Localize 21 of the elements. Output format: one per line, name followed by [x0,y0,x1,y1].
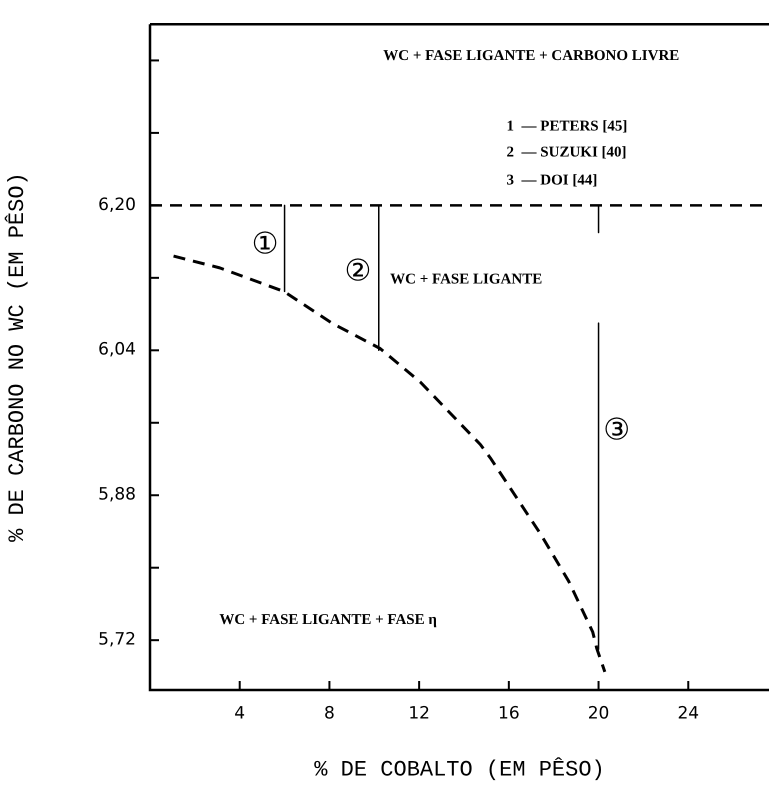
x-axis-title: % DE COBALTO (EM PÊSO) [314,756,605,783]
y-tick-label: 5,88 [98,484,136,505]
annotation: 3 — DOI [44] [506,172,598,189]
x-tick-label: 16 [498,704,520,724]
x-tick-label: 20 [588,704,610,724]
annotation: WC + FASE LIGANTE [390,272,542,288]
annotation: ① [252,226,279,262]
annotation: WC + FASE LIGANTE + CARBONO LIVRE [383,48,680,64]
y-axis-title: % DE CARBONO NO WC (EM PÊSO) [4,172,30,542]
annotation: 2 — SUZUKI [40] [506,144,627,161]
x-tick-label: 8 [324,704,335,724]
annotation: ② [344,253,372,288]
x-tick-label: 4 [234,704,246,724]
y-tick-label: 6,20 [98,194,136,215]
annotation: 1 — PETERS [45] [506,118,628,135]
annotation: ③ [603,412,630,448]
x-tick-label: 24 [677,704,700,724]
x-tick-label: 12 [408,704,430,724]
y-tick-label: 5,72 [98,630,136,650]
y-tick-label: 6,04 [98,340,136,360]
annotation: WC + FASE LIGANTE + FASE η [219,612,437,628]
